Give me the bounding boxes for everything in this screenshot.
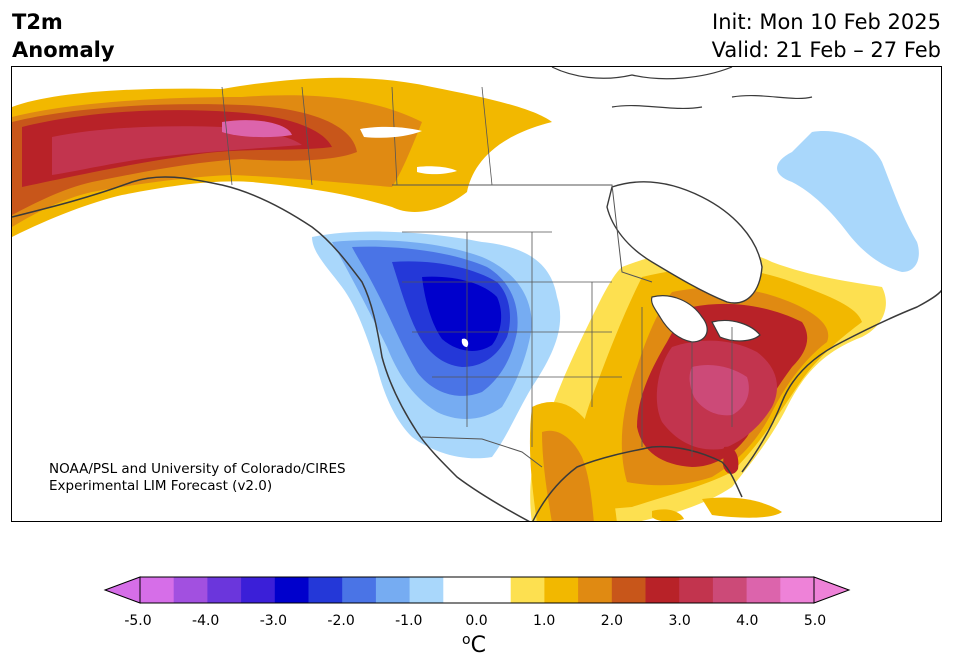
colorbar-tick-label: -3.0: [259, 613, 288, 629]
unit-degree: o: [462, 632, 471, 648]
coastline-gulf: [532, 445, 743, 521]
colorbar-segment: [645, 577, 680, 603]
colorbar-segment: [477, 577, 512, 603]
colorbar-tick-label: 2.0: [600, 613, 624, 629]
coastline-east: [741, 289, 941, 473]
colorbar-tick-label: -2.0: [327, 613, 355, 629]
colorbar-segment: [342, 577, 377, 603]
warm-region-bahamas: [652, 509, 684, 521]
lake-great-bear: [360, 126, 422, 138]
state-lines: [402, 231, 733, 457]
colorbar-segment: [780, 577, 815, 603]
colorbar-outline: [139, 576, 815, 604]
cold-region-northeast: [777, 131, 919, 272]
border-us-canada: [392, 184, 653, 283]
border-us-mexico: [421, 436, 543, 468]
credit-line-1: NOAA/PSL and University of Colorado/CIRE…: [49, 461, 346, 477]
colorbar-segment: [375, 577, 411, 603]
colorbar-segment: [611, 577, 646, 603]
map-canvas: [12, 67, 941, 521]
init-date: Init: Mon 10 Feb 2025: [712, 10, 941, 34]
lake-great-slave: [417, 166, 457, 175]
title-line-1: T2m: [12, 10, 63, 34]
colorbar-segment: [578, 577, 613, 603]
anomaly-map: NOAA/PSL and University of Colorado/CIRE…: [11, 66, 942, 522]
map-title: T2m Anomaly: [12, 8, 115, 64]
colorbar-segment: [679, 577, 714, 603]
warm-region-northwest-6: [222, 120, 292, 138]
colorbar-tick-label: 3.0: [668, 613, 691, 629]
colorbar-tick-label: -1.0: [395, 613, 423, 629]
warm-region-east-6: [689, 365, 749, 416]
valid-dates: Valid: 21 Feb – 27 Feb: [711, 38, 941, 62]
colorbar-segment: [274, 577, 309, 603]
title-line-2: Anomaly: [12, 38, 115, 62]
colorbar-tick-label: 0.0: [465, 613, 488, 629]
unit-letter: C: [470, 633, 486, 658]
arctic-islands: [551, 67, 813, 110]
colorbar: -5.0 -4.0 -3.0 -2.0 -1.0 0.0 1.0 2.0 3.0 4.0 5.0 o…: [0, 570, 954, 671]
warm-region-mexico-2: [542, 430, 594, 521]
colorbar-segment: [746, 577, 781, 603]
colorbar-tick-label: 5.0: [803, 613, 827, 629]
colorbar-segment: [409, 577, 444, 603]
coastline-hudson-bay: [606, 181, 763, 304]
colorbar-svg: [103, 576, 851, 604]
colorbar-unit: oC: [462, 632, 486, 658]
colorbar-tick-label: -4.0: [192, 613, 220, 629]
credit-line-2: Experimental LIM Forecast (v2.0): [49, 478, 273, 494]
colorbar-tick-label: 4.0: [736, 613, 759, 629]
credit-text: NOAA/PSL and University of Colorado/CIRE…: [49, 461, 346, 495]
warm-region-cuba: [702, 497, 782, 518]
colorbar-segment: [544, 577, 579, 603]
colorbar-segment: [241, 577, 276, 603]
province-lines: [221, 86, 493, 186]
colorbar-segment: [140, 577, 175, 603]
colorbar-segment: [173, 577, 208, 603]
coastline-west: [12, 176, 530, 521]
warm-region-northwest-5: [52, 126, 302, 175]
colorbar-min-arrow: [103, 576, 141, 604]
lake-great-salt: [461, 338, 469, 347]
colorbar-segment: [712, 577, 748, 603]
colorbar-tick-label: 1.0: [533, 613, 556, 629]
colorbar-segment: [308, 577, 343, 603]
colorbar-max-arrow: [813, 576, 851, 604]
colorbar-segment: [443, 577, 478, 603]
colorbar-segment: [207, 577, 242, 603]
forecast-dates: Init: Mon 10 Feb 2025 Valid: 21 Feb – 27…: [712, 8, 941, 64]
colorbar-tick-label: -5.0: [124, 613, 152, 629]
colorbar-segment: [510, 577, 545, 603]
great-lakes-2: [711, 319, 761, 342]
